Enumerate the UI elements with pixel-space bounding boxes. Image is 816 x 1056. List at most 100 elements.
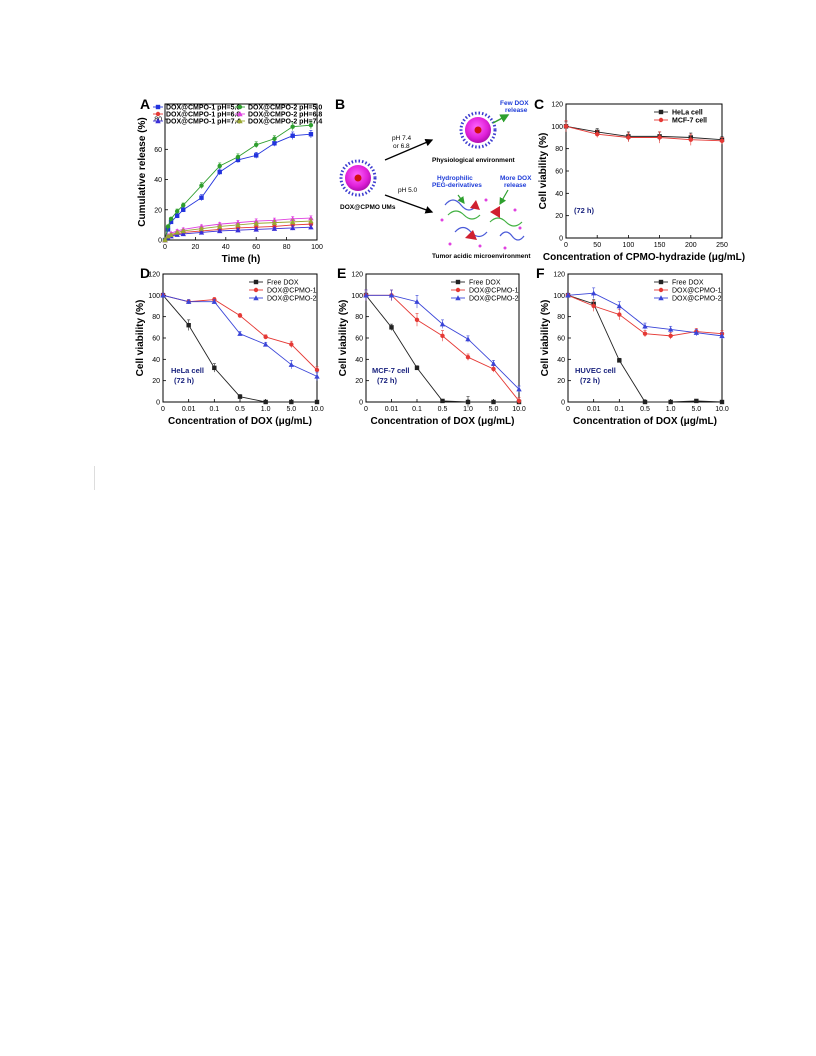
label-few-dox-2: release [505, 107, 528, 114]
chart-a-xtick-label: 80 [283, 244, 291, 251]
chart-e-series-3-point [414, 299, 420, 304]
chart-f-series-1-point [694, 398, 699, 404]
chart-c-ytick-label: 40 [555, 191, 563, 198]
chart-c-series-2-point [595, 131, 600, 137]
chart-d-legend-marker [253, 279, 259, 285]
chart-c-series-2-point [688, 137, 693, 142]
chart-a-series-1-point [290, 133, 295, 138]
arrow-neutral-icon [384, 138, 434, 161]
chart-a-series-1-point [272, 141, 277, 146]
chart-a-series-3-point [271, 225, 278, 231]
chart-e-series-3-point [516, 386, 522, 392]
chart-d-ytick-label: 20 [152, 378, 160, 385]
chart-e-series-2-line [366, 294, 520, 402]
chart-c-ytick-label: 100 [551, 124, 563, 131]
chart-c-xtick-label: 250 [716, 242, 728, 249]
chart-f-series-1-point [642, 399, 648, 405]
particle-left-icon [339, 159, 377, 197]
chart-f-ytick-label: 60 [557, 336, 565, 343]
chart-a-legend-label: DOX@CMPO-2 pH=7.4 [248, 118, 322, 125]
chart-d-legend-label: DOX@CPMO-2 [267, 296, 317, 303]
chart-d-xtick-label: 1.0 [261, 406, 271, 413]
chart-c-ytick-label: 0 [559, 236, 563, 243]
chart-a-series-3-point [289, 225, 296, 231]
chart-a-legend-label: DOX@CMPO-1 pH=6.8 [166, 111, 240, 118]
chart-c-carrier-viability: 0 20 40 60 80 100 120 0 50 100 150 200 250 Concentrat… [538, 102, 745, 264]
chart-e-legend-marker [455, 279, 461, 285]
chart-f-series-3-point [719, 333, 725, 339]
chart-d-legend-label: DOX@CPMO-1 [267, 288, 317, 295]
chart-f-series-2-point [591, 303, 596, 309]
chart-e-series-2-point [516, 398, 522, 404]
label-few-dox-1: Few DOX [500, 100, 529, 107]
chart-e-ytick-label: 120 [351, 272, 363, 279]
chart-f-xlabel: Concentration of DOX (μg/mL) [573, 416, 717, 427]
chart-a-legend-marker [155, 118, 161, 124]
chart-d-series-3-point [185, 299, 192, 304]
panel-letter-b: B [335, 96, 345, 112]
chart-f-legend-label: DOX@CPMO-1 [672, 288, 722, 295]
chart-a-series-1-point [181, 207, 186, 212]
panel-letter-f: F [536, 265, 545, 281]
chart-e-series-3-point [388, 292, 395, 298]
chart-e-xtick-label: 0.01 [385, 406, 399, 413]
chart-f-series-2-point [668, 333, 673, 339]
particle-intact-icon [459, 111, 497, 149]
label-hydrophilic-2: PEG-derivatives [432, 182, 482, 189]
chart-f-legend-marker [658, 279, 664, 285]
chart-e-xtick-label: 0.1 [412, 406, 422, 413]
chart-d-series-1-point [314, 399, 320, 405]
chart-e-ytick-label: 20 [355, 378, 363, 385]
chart-d-legend-marker [253, 295, 259, 301]
chart-a-release: 020406080020406080100Time (h)Cumulative … [137, 103, 323, 265]
chart-d-series-2-point [314, 367, 320, 373]
chart-d-ytick-label: 100 [148, 293, 160, 300]
chart-c-ytick-label: 120 [551, 102, 563, 109]
chart-e-ytick-label: 60 [355, 336, 363, 343]
label-ph-neutral: pH 7.4 [392, 135, 412, 142]
chart-e-legend-label: DOX@CPMO-1 [469, 288, 519, 295]
chart-a-series-4-point [168, 216, 174, 222]
chart-d-xtick-label: 10.0 [310, 406, 324, 413]
chart-c-xlabel: Concentration of CPMO-hydrazide (μg/mL) [543, 252, 745, 263]
chart-a-series-4-point [181, 203, 186, 208]
chart-e-note-duration: (72 h) [377, 376, 398, 385]
chart-d-xtick-label: 5.0 [286, 406, 296, 413]
chart-a-series-4-point [308, 122, 314, 128]
label-hydrophilic-1: Hydrophilic [437, 175, 473, 182]
chart-a-series-3-point [217, 228, 223, 234]
chart-a-xlabel: Time (h) [222, 254, 261, 265]
arrow-few-release-icon [492, 114, 510, 124]
chart-f-xtick-label: 0 [566, 406, 570, 413]
chart-a-series-6-point [168, 232, 174, 237]
chart-a-xtick-label: 40 [222, 244, 230, 251]
chart-d-series-1-point [263, 399, 268, 405]
chart-f-series-3-point [667, 326, 674, 332]
chart-a-legend-label: DOX@CMPO-2 pH=5.0 [248, 104, 322, 111]
chart-d-series-1-point [237, 394, 243, 399]
chart-e-ylabel: Cell viability (%) [338, 300, 349, 377]
chart-a-xtick-label: 100 [311, 244, 323, 251]
chart-d-series-1-point [186, 323, 191, 328]
label-more-dox-1: More DOX [500, 175, 532, 182]
chart-a-series-4-point [290, 124, 295, 129]
chart-d-ytick-label: 120 [148, 272, 160, 279]
chart-e-series-2-point [465, 355, 471, 360]
chart-a-xtick-label: 20 [192, 244, 200, 251]
chart-e-legend-label: DOX@CPMO-2 [469, 296, 519, 303]
panel-letter-a: A [140, 96, 150, 112]
chart-e-series-2-point [414, 317, 420, 323]
chart-d-ylabel: Cell viability (%) [135, 300, 146, 377]
chart-a-series-1-point [174, 213, 180, 219]
chart-a-series-6-point [253, 220, 259, 226]
chart-a-ytick-label: 0 [158, 238, 162, 245]
chart-a-legend-marker [237, 118, 243, 124]
chart-e-xlabel: Concentration of DOX (μg/mL) [371, 416, 515, 427]
chart-e-xtick-label: 0.5 [438, 406, 448, 413]
chart-a-ylabel: Cumulative release (%) [137, 117, 148, 227]
chart-e-series-2-point [440, 333, 445, 339]
chart-a-series-4-point [235, 154, 241, 160]
chart-a-series-3-point [180, 231, 186, 237]
chart-a-series-4-point [217, 163, 222, 169]
chart-e-xtick-label: 0 [364, 406, 368, 413]
